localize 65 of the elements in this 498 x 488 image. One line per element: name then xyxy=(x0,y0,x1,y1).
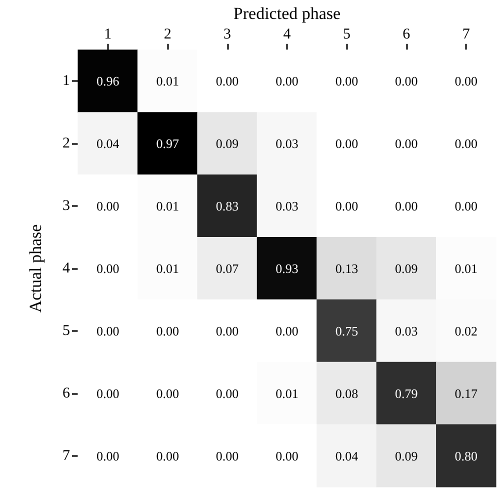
data-label: 0.00 xyxy=(96,386,120,401)
data-label: 0.75 xyxy=(335,323,358,338)
data-label: 0.00 xyxy=(216,448,239,464)
data-label: 0.13 xyxy=(335,260,358,276)
data-label: 0.00 xyxy=(276,323,298,338)
y-tick-label: 2 xyxy=(62,136,70,152)
x-tick-label: 4 xyxy=(283,26,292,42)
data-label: 0.00 xyxy=(335,136,358,152)
y-tick-label: 6 xyxy=(62,385,70,402)
x-tick-label: 2 xyxy=(164,26,172,42)
y-tick-label: 1 xyxy=(62,73,70,90)
data-label: 0.93 xyxy=(276,260,298,276)
data-label: 0.01 xyxy=(156,260,179,276)
data-label: 0.00 xyxy=(335,198,358,214)
data-label: 0.01 xyxy=(276,386,298,401)
y-tick-label: 4 xyxy=(62,260,70,276)
y-tick-label: 3 xyxy=(62,198,70,214)
y-tick-label: 7 xyxy=(62,448,70,464)
data-label: 0.00 xyxy=(96,198,120,214)
data-label: 0.00 xyxy=(96,448,120,464)
data-label: 0.01 xyxy=(156,198,179,214)
x-axis-title: Predicted phase xyxy=(233,4,341,23)
x-tick-label: 6 xyxy=(402,26,411,42)
data-label: 0.00 xyxy=(454,198,478,214)
data-label: 0.02 xyxy=(454,323,478,338)
data-label: 0.00 xyxy=(156,448,179,464)
data-label: 0.97 xyxy=(156,136,180,152)
data-label: 0.00 xyxy=(216,74,239,89)
data-label: 0.04 xyxy=(96,136,120,152)
data-label: 0.00 xyxy=(395,136,418,152)
x-tick-label: 1 xyxy=(104,26,112,42)
data-label: 0.00 xyxy=(395,74,418,89)
data-label: 0.03 xyxy=(395,323,418,338)
data-label: 0.08 xyxy=(335,386,358,401)
data-label: 0.80 xyxy=(454,448,478,464)
data-label: 0.07 xyxy=(216,260,240,276)
y-tick-label: 5 xyxy=(62,322,70,339)
y-axis-title: Actual phase xyxy=(26,224,45,313)
data-label: 0.00 xyxy=(216,386,239,401)
data-label: 0.09 xyxy=(395,448,418,464)
data-label: 0.00 xyxy=(454,74,478,89)
data-label: 0.00 xyxy=(335,74,358,89)
x-tick-label: 5 xyxy=(342,26,350,42)
data-label: 0.01 xyxy=(454,260,478,276)
data-label: 0.96 xyxy=(96,74,120,89)
data-label: 0.00 xyxy=(156,323,179,338)
data-label: 0.03 xyxy=(276,136,298,152)
data-label: 0.00 xyxy=(395,198,418,214)
data-label: 0.83 xyxy=(216,198,239,214)
data-label: 0.09 xyxy=(395,260,418,276)
data-label: 0.03 xyxy=(276,198,298,214)
data-label: 0.00 xyxy=(454,136,478,152)
data-label: 0.00 xyxy=(156,386,179,401)
data-label: 0.00 xyxy=(96,323,120,338)
data-label: 0.00 xyxy=(96,260,120,276)
data-label: 0.17 xyxy=(454,386,478,401)
data-label: 0.79 xyxy=(395,386,418,401)
data-label: 0.01 xyxy=(156,74,179,89)
data-label: 0.04 xyxy=(335,448,359,464)
data-label: 0.00 xyxy=(276,448,298,464)
data-label: 0.00 xyxy=(216,323,239,338)
data-label: 0.09 xyxy=(216,136,239,152)
x-tick-label: 7 xyxy=(462,26,470,42)
data-label: 0.00 xyxy=(276,74,298,89)
x-tick-label: 3 xyxy=(224,26,232,42)
